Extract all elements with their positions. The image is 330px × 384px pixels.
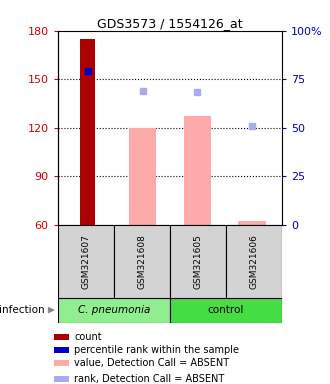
- Bar: [170, 298, 282, 323]
- Bar: [114, 225, 170, 298]
- Text: C. pneumonia: C. pneumonia: [78, 305, 150, 315]
- Bar: [129, 128, 156, 225]
- Text: count: count: [74, 332, 102, 342]
- Bar: [54, 347, 69, 353]
- Bar: [58, 225, 114, 298]
- Bar: [58, 298, 170, 323]
- Text: rank, Detection Call = ABSENT: rank, Detection Call = ABSENT: [74, 374, 224, 384]
- Text: infection: infection: [0, 305, 53, 315]
- Bar: [80, 39, 95, 225]
- Text: GSM321608: GSM321608: [137, 234, 147, 288]
- Text: GSM321607: GSM321607: [81, 234, 90, 288]
- Bar: [54, 334, 69, 340]
- Bar: [238, 222, 266, 225]
- Text: value, Detection Call = ABSENT: value, Detection Call = ABSENT: [74, 358, 229, 368]
- Text: GSM321606: GSM321606: [249, 234, 259, 288]
- Text: control: control: [208, 305, 244, 315]
- Bar: [183, 116, 211, 225]
- Bar: [226, 225, 282, 298]
- Text: percentile rank within the sample: percentile rank within the sample: [74, 345, 239, 355]
- Bar: [54, 376, 69, 382]
- Text: GSM321605: GSM321605: [193, 234, 203, 288]
- Bar: [170, 225, 226, 298]
- Bar: [54, 360, 69, 366]
- Title: GDS3573 / 1554126_at: GDS3573 / 1554126_at: [97, 17, 243, 30]
